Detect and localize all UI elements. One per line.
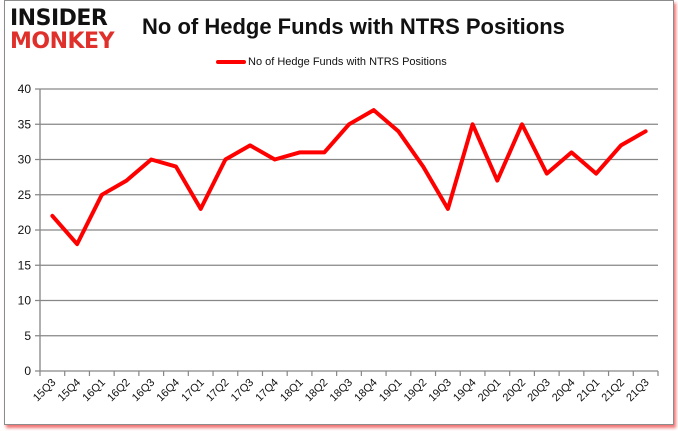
y-tick-label: 30 — [18, 153, 32, 167]
x-tick-label: 18Q2 — [303, 377, 331, 405]
x-tick-label: 18Q4 — [352, 377, 380, 405]
x-tick-label: 18Q1 — [278, 377, 306, 405]
x-tick-label: 17Q1 — [179, 377, 207, 405]
y-tick-label: 15 — [18, 258, 32, 272]
y-tick-label: 40 — [18, 82, 32, 96]
chart-legend: No of Hedge Funds with NTRS Positions — [216, 55, 447, 69]
y-tick-label: 25 — [18, 188, 32, 202]
x-tick-label: 19Q2 — [402, 377, 430, 405]
chart-frame — [4, 0, 674, 425]
x-tick-label: 20Q1 — [476, 377, 504, 405]
x-tick-label: 16Q3 — [130, 377, 158, 405]
x-tick-label: 17Q4 — [253, 377, 281, 405]
x-tick-label: 16Q2 — [105, 377, 133, 405]
x-tick-label: 20Q4 — [550, 377, 578, 405]
x-tick-label: 21Q1 — [575, 377, 603, 405]
legend-line-swatch-icon — [216, 60, 246, 64]
y-tick-label: 10 — [18, 294, 32, 308]
x-tick-label: 15Q3 — [31, 377, 59, 405]
x-tick-label: 16Q4 — [155, 377, 183, 405]
logo-line-monkey: MONKEY — [10, 29, 115, 54]
x-tick-label: 15Q4 — [56, 377, 84, 405]
x-tick-label: 17Q2 — [204, 377, 232, 405]
y-tick-label: 20 — [18, 223, 32, 237]
x-tick-label: 21Q2 — [600, 377, 628, 405]
insider-monkey-logo: INSIDER MONKEY — [10, 8, 128, 56]
y-tick-label: 0 — [24, 364, 31, 378]
x-tick-label: 20Q3 — [525, 377, 553, 405]
logo-line-insider: INSIDER — [10, 6, 108, 31]
x-tick-label: 19Q4 — [451, 377, 479, 405]
series-line — [50, 108, 648, 247]
x-tick-label: 19Q1 — [377, 377, 405, 405]
y-tick-label: 5 — [24, 329, 31, 343]
x-tick-label: 19Q3 — [426, 377, 454, 405]
x-tick-label: 17Q3 — [229, 377, 257, 405]
x-tick-label: 20Q2 — [501, 377, 529, 405]
y-tick-label: 35 — [18, 117, 32, 131]
chart-title: No of Hedge Funds with NTRS Positions — [142, 14, 565, 39]
x-tick-label: 16Q1 — [80, 377, 108, 405]
x-tick-label: 18Q3 — [328, 377, 356, 405]
legend-label: No of Hedge Funds with NTRS Positions — [248, 56, 447, 68]
x-tick-label: 21Q3 — [624, 377, 652, 405]
